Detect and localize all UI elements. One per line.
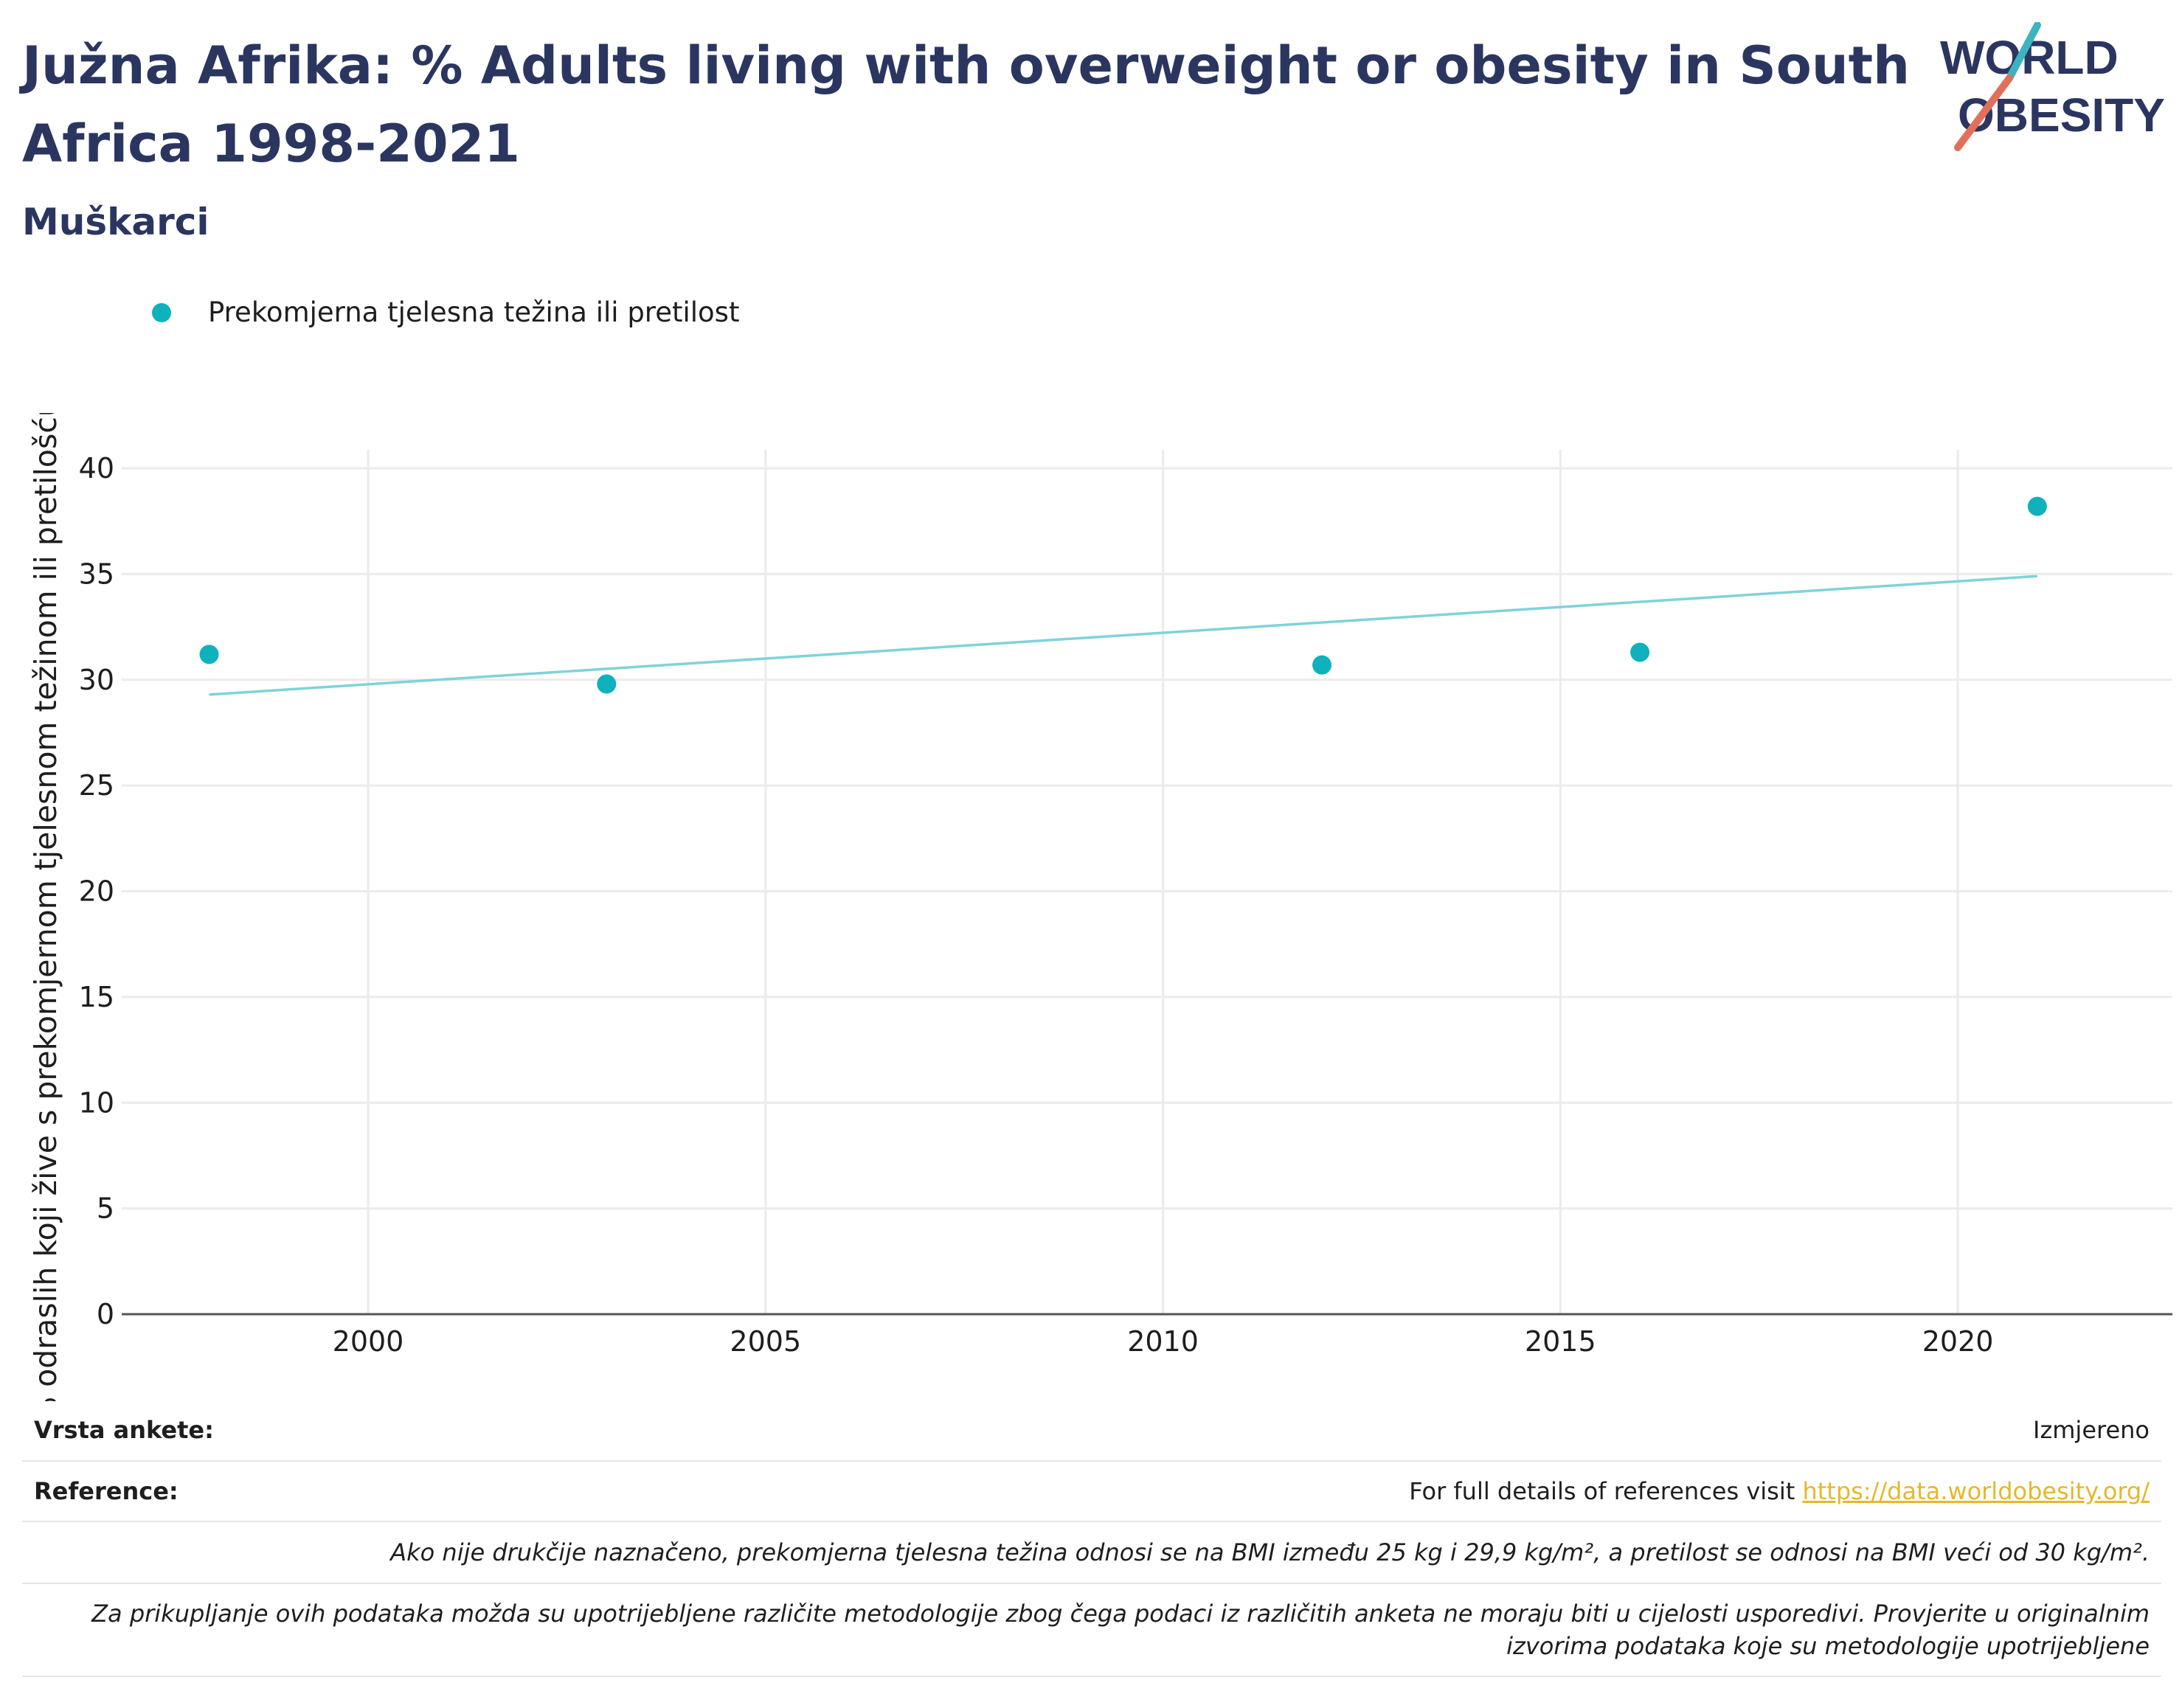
- y-tick-label: 0: [97, 1298, 114, 1330]
- x-tick-label: 2000: [333, 1325, 404, 1358]
- footer-row-references: Reference: For full details of reference…: [22, 1462, 2161, 1522]
- data-point: [597, 674, 617, 694]
- y-tick-label: 30: [79, 664, 114, 696]
- y-tick-label: 35: [79, 558, 114, 590]
- trend-line: [209, 574, 2037, 696]
- footer-table: Vrsta ankete: Izmjereno Reference: For f…: [22, 1400, 2161, 1677]
- references-content: For full details of references visit htt…: [1409, 1477, 2150, 1505]
- chart-subtitle: Muškarci: [22, 201, 209, 243]
- references-text: For full details of references visit: [1409, 1477, 1803, 1505]
- references-label: Reference:: [34, 1477, 179, 1505]
- x-tick-label: 2010: [1127, 1325, 1199, 1358]
- x-tick-label: 2015: [1525, 1325, 1596, 1358]
- logo-slash-bottom: [1954, 74, 2013, 151]
- survey-type-label: Vrsta ankete:: [34, 1416, 214, 1444]
- data-point: [1630, 642, 1650, 662]
- y-tick-label: 10: [79, 1086, 114, 1119]
- data-point: [1312, 655, 1332, 675]
- logo-line2: OBESITY: [1958, 88, 2165, 142]
- footer-row-survey-type: Vrsta ankete: Izmjereno: [22, 1400, 2161, 1462]
- y-axis-label: % odraslih koji žive s prekomjernom tjel…: [28, 413, 63, 1401]
- y-tick-label: 20: [79, 875, 114, 908]
- legend-marker: [152, 302, 171, 322]
- bmi-note: Ako nije drukčije naznačeno, prekomjerna…: [390, 1538, 2150, 1566]
- data-point: [2027, 496, 2047, 516]
- x-tick-label: 2020: [1922, 1325, 1994, 1358]
- footer-row-bmi-note: Ako nije drukčije naznačeno, prekomjerna…: [22, 1522, 2161, 1584]
- y-tick-label: 25: [79, 769, 114, 802]
- chart-title: Južna Afrika: % Adults living with overw…: [22, 35, 1910, 174]
- y-tick-label: 5: [97, 1193, 114, 1225]
- methodology-note: Za prikupljanje ovih podataka možda su u…: [91, 1600, 2150, 1660]
- logo-slash-top: [2006, 22, 2041, 82]
- scatter-chart: 0 5 10 15 20 25 30 35 40 2000 2005 2010 2015 2020 % od…: [28, 413, 2172, 1401]
- y-tick-label: 40: [79, 452, 114, 485]
- x-tick-label: 2005: [730, 1325, 801, 1358]
- legend[interactable]: Prekomjerna tjelesna težina ili pretilos…: [152, 296, 739, 328]
- legend-label: Prekomjerna tjelesna težina ili pretilos…: [208, 296, 740, 328]
- references-link[interactable]: https://data.worldobesity.org/: [1802, 1477, 2150, 1505]
- y-tick-label: 15: [79, 981, 114, 1013]
- data-point: [199, 645, 219, 664]
- survey-type-value: Izmjereno: [2033, 1416, 2150, 1444]
- footer-row-methodology-note: Za prikupljanje ovih podataka možda su u…: [22, 1584, 2161, 1677]
- world-obesity-logo: WORLD OBESITY: [1940, 22, 2165, 151]
